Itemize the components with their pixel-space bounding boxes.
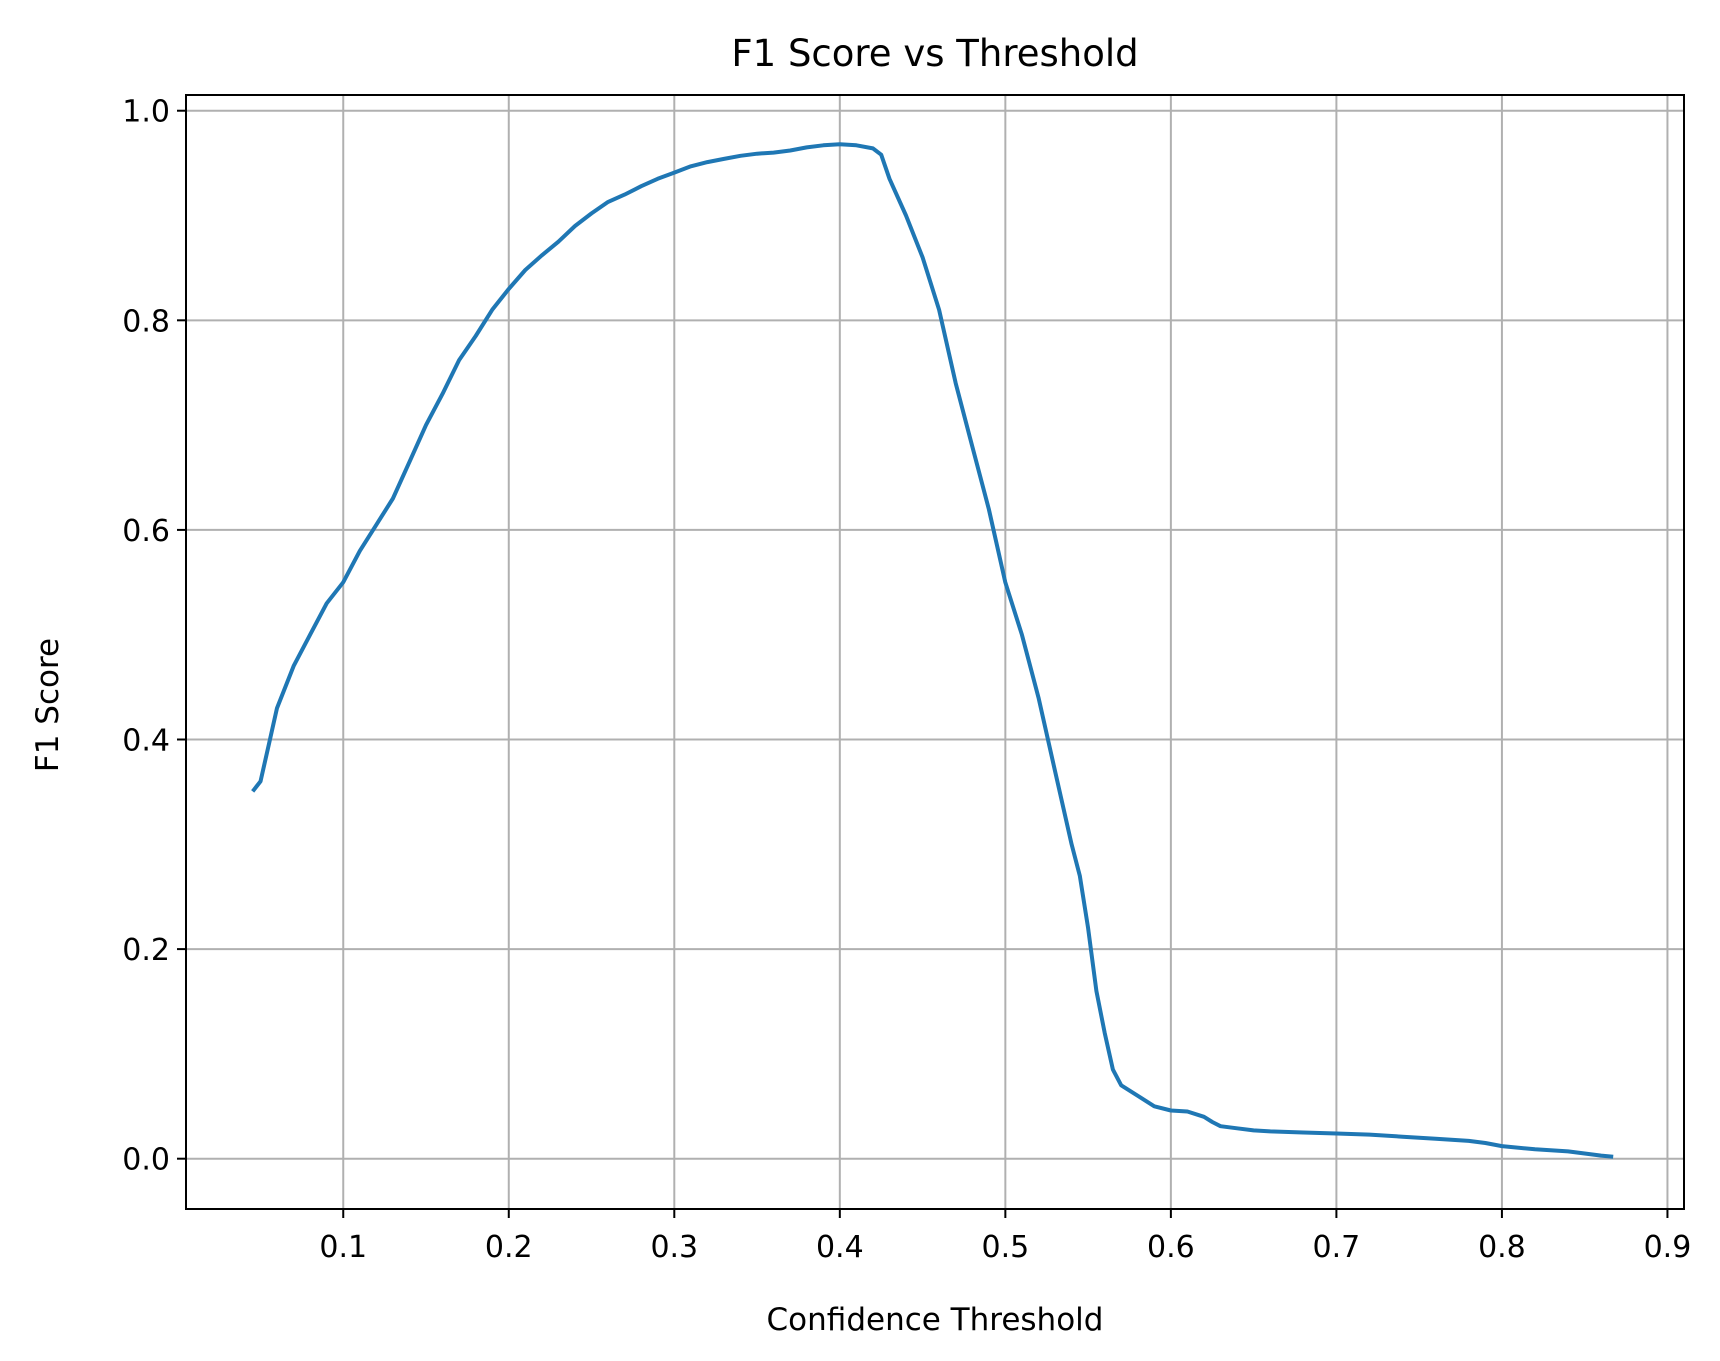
x-tick-label: 0.5 bbox=[981, 1230, 1029, 1265]
y-tick-label: 0.2 bbox=[122, 933, 170, 968]
x-tick-label: 0.9 bbox=[1644, 1230, 1692, 1265]
y-tick-label: 0.8 bbox=[122, 304, 170, 339]
x-tick-label: 0.1 bbox=[319, 1230, 367, 1265]
y-axis-label: F1 Score bbox=[30, 638, 66, 772]
x-tick-label: 0.2 bbox=[485, 1230, 533, 1265]
f1-score-line bbox=[251, 142, 1614, 1159]
x-tick-label: 0.7 bbox=[1313, 1230, 1361, 1265]
y-tick-label: 0.0 bbox=[122, 1143, 170, 1178]
x-tick-label: 0.6 bbox=[1147, 1230, 1195, 1265]
data-line-group bbox=[251, 142, 1614, 1159]
grid bbox=[186, 95, 1684, 1209]
x-tick-label: 0.3 bbox=[650, 1230, 698, 1265]
x-tick-label: 0.4 bbox=[816, 1230, 864, 1265]
ticks: 0.1 0.2 0.3 0.4 0.5 0.6 0.7 0.8 0.9 0.0 0.2 0.4 0.6 0… bbox=[122, 95, 1691, 1265]
x-tick-label: 0.8 bbox=[1478, 1230, 1526, 1265]
y-tick-label: 0.6 bbox=[122, 514, 170, 549]
chart-title: F1 Score vs Threshold bbox=[731, 32, 1138, 75]
y-tick-label: 0.4 bbox=[122, 724, 170, 759]
y-tick-label: 1.0 bbox=[122, 95, 170, 130]
plot-frame bbox=[185, 94, 1685, 1210]
x-axis-label: Confidence Threshold bbox=[767, 1302, 1104, 1338]
